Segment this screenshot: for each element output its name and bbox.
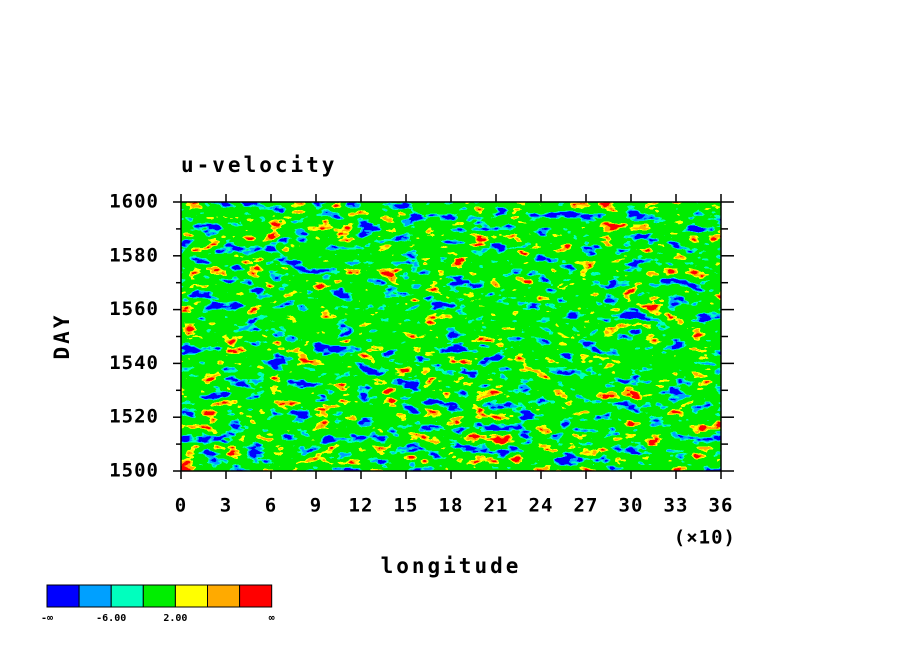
y-axis-label: DAY [50, 313, 74, 360]
x-multiplier: (×10) [674, 527, 736, 549]
y-tick-label: 1520 [109, 406, 159, 428]
y-tick-label: 1560 [109, 298, 159, 320]
colorbar-label: -6.00 [96, 613, 126, 624]
x-tick-label: 30 [619, 495, 644, 517]
x-tick-label: 15 [394, 495, 419, 517]
x-tick-label: 3 [220, 495, 232, 517]
x-tick-label: 18 [439, 495, 464, 517]
x-tick-label: 12 [349, 495, 374, 517]
x-tick-label: 0 [175, 495, 187, 517]
colorbar-box [78, 584, 112, 608]
colorbar-box [207, 584, 241, 608]
y-tick-label: 1600 [109, 191, 159, 213]
x-tick-label: 33 [664, 495, 689, 517]
y-tick-label: 1500 [109, 460, 159, 482]
x-tick-label: 36 [709, 495, 734, 517]
colorbar-box [110, 584, 144, 608]
chart-title: u-velocity [181, 153, 337, 177]
x-tick-label: 9 [310, 495, 322, 517]
y-tick-label: 1580 [109, 244, 159, 266]
colorbar-box [239, 584, 273, 608]
colorbar-box [174, 584, 208, 608]
x-tick-label: 21 [484, 495, 509, 517]
colorbar-label: 2.00 [163, 613, 187, 624]
x-axis-label: longitude [381, 554, 522, 578]
x-tick-label: 6 [265, 495, 277, 517]
y-tick-label: 1540 [109, 352, 159, 374]
colorbar-box [142, 584, 176, 608]
field [181, 202, 721, 471]
colorbar-label: ∞ [269, 613, 275, 624]
colorbar-label: -∞ [41, 613, 53, 624]
x-tick-label: 24 [529, 495, 554, 517]
colorbar-box [46, 584, 80, 608]
x-tick-label: 27 [574, 495, 599, 517]
